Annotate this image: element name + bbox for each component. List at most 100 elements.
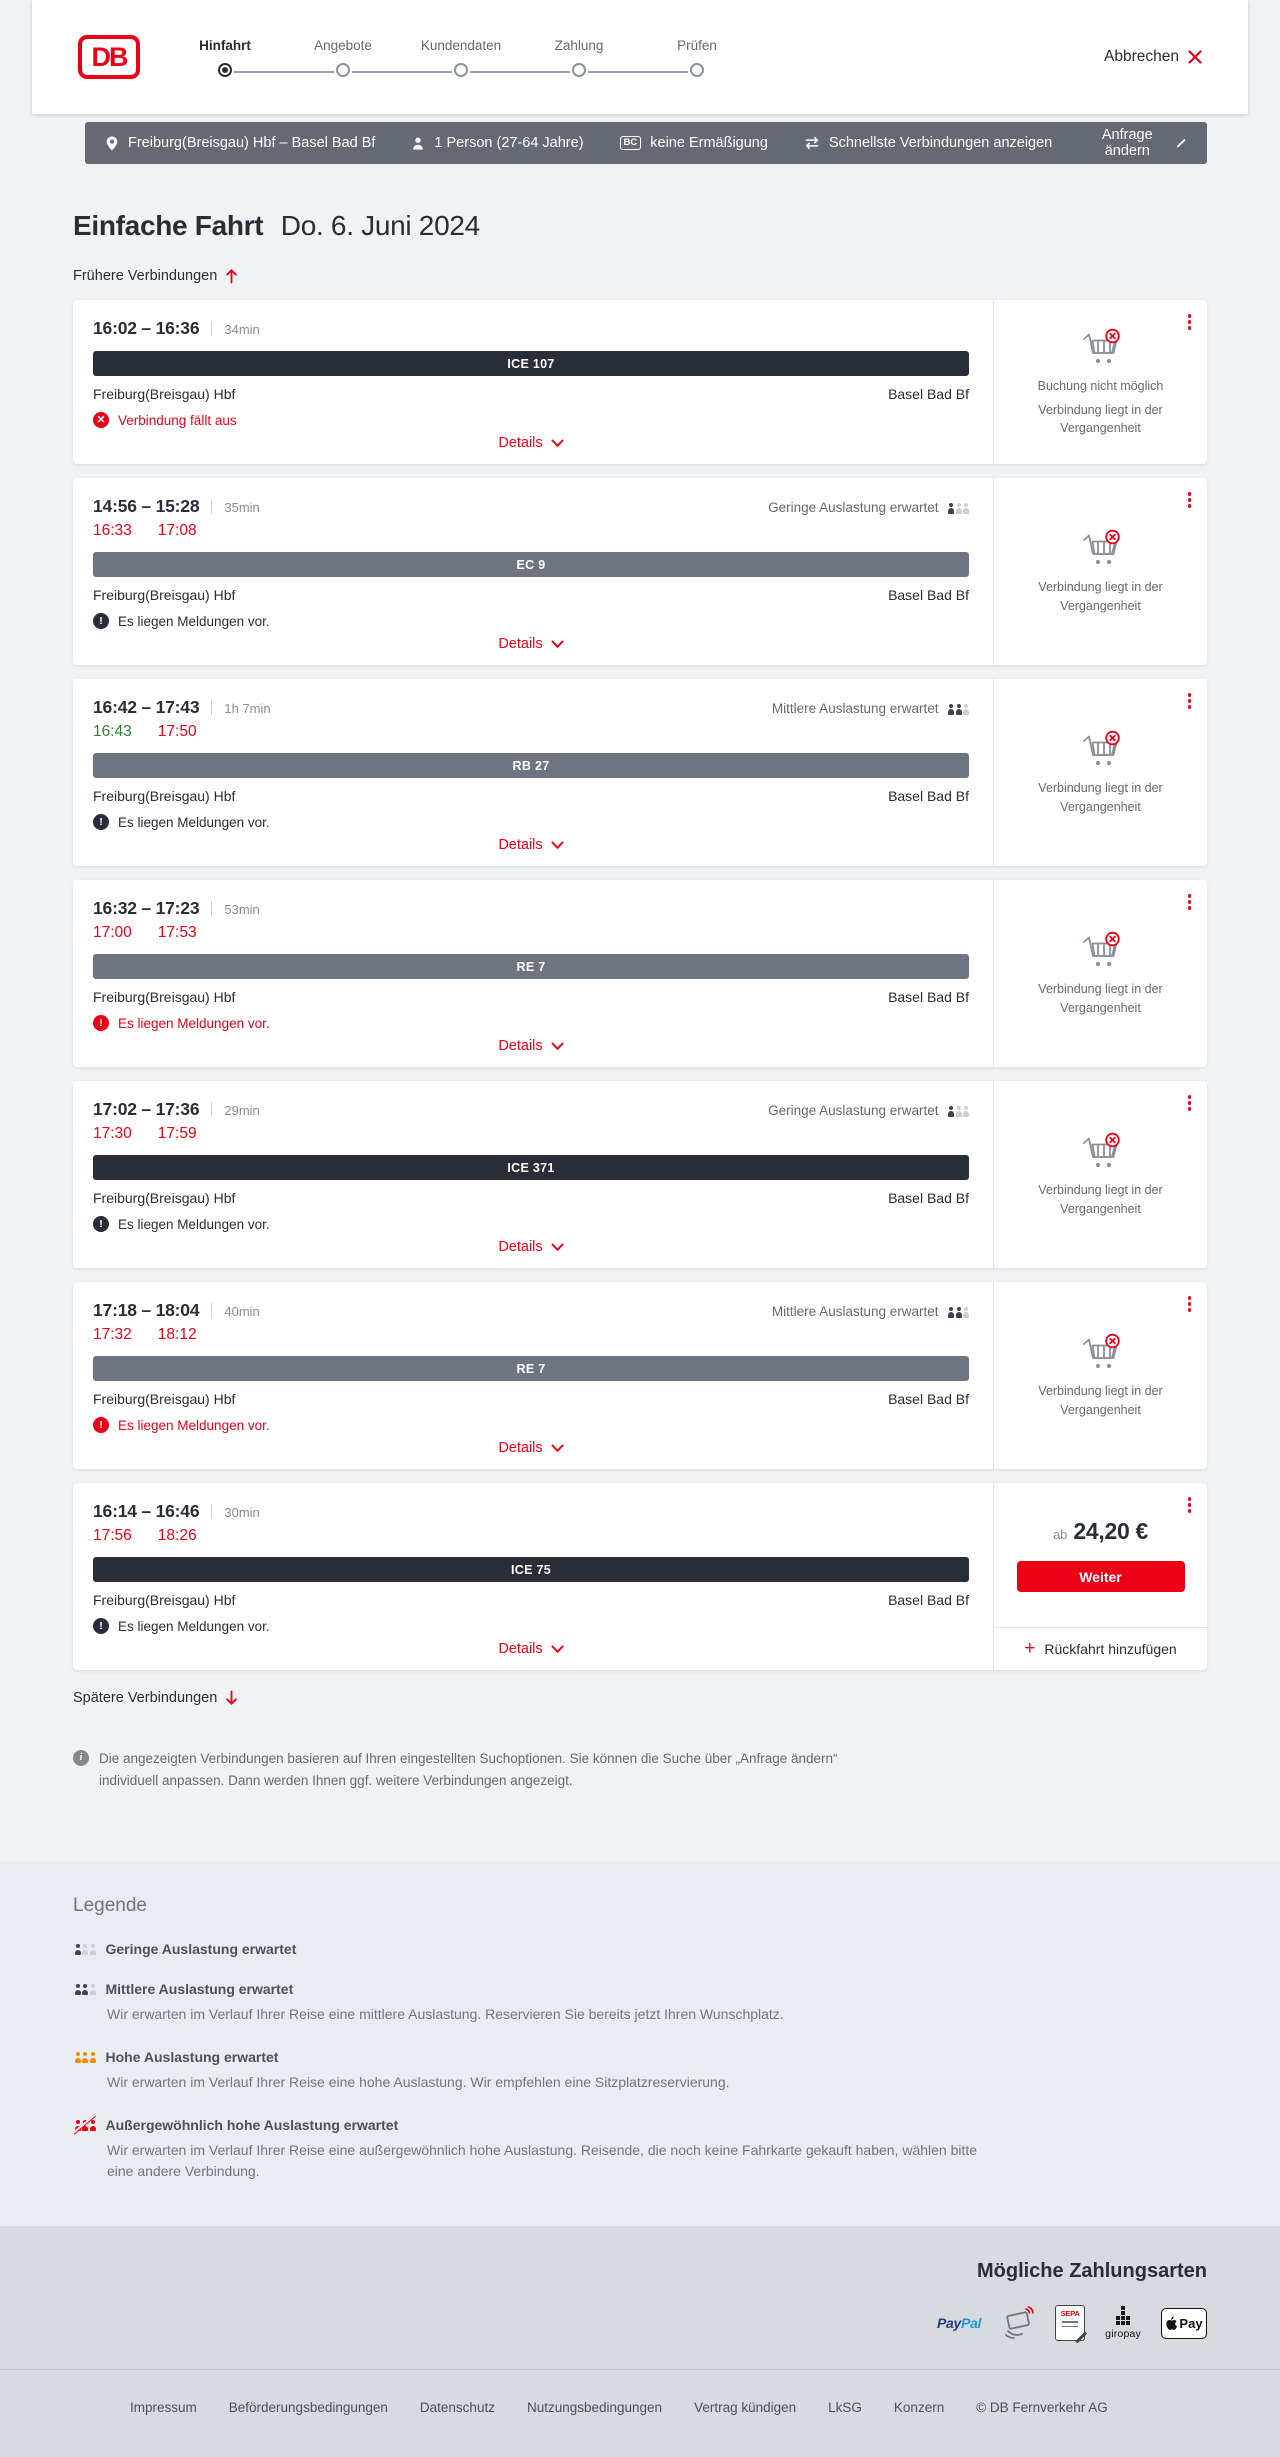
delayed-departure-time: 17:56 — [93, 1527, 132, 1544]
delayed-departure-time: 16:33 — [93, 522, 132, 539]
chevron-down-icon — [551, 1042, 564, 1050]
booking-status-line: Verbindung liegt in der Vergangenheit — [1038, 982, 1163, 1015]
booking-status-line: Verbindung liegt in der Vergangenheit — [1038, 402, 1163, 436]
details-button[interactable]: Details — [498, 1239, 564, 1255]
summary-route: Freiburg(Breisgau) Hbf – Basel Bad Bf — [105, 135, 375, 152]
details-button[interactable]: Details — [498, 1038, 564, 1054]
delayed-times: 17:30 17:59 — [93, 1125, 969, 1143]
train-label: RE 7 — [93, 954, 969, 979]
footer-link[interactable]: Nutzungsbedingungen — [526, 2400, 663, 2416]
occupancy-icon — [73, 1983, 96, 1996]
person-icon — [413, 137, 424, 150]
footer-link[interactable]: Beförderungsbedingungen — [228, 2400, 388, 2416]
arrival-station: Basel Bad Bf — [888, 1190, 969, 1206]
step-circle-icon — [218, 62, 232, 77]
occupancy-label: Mittlere Auslastung erwartet — [771, 1304, 939, 1319]
later-connections-link[interactable]: Spätere Verbindungen — [73, 1690, 238, 1706]
connection-card: 16:02 – 16:36 34min ICE 107 Freiburg(Bre… — [73, 300, 1207, 464]
options-menu-button[interactable] — [1184, 689, 1196, 713]
options-menu-button[interactable] — [1184, 488, 1196, 512]
alert-icon: ✕ — [93, 412, 109, 428]
connection-times: 16:14 – 16:46 — [93, 1501, 200, 1521]
progress-stepper: Hinfahrt Angebote Kundendaten Zahlung Pr… — [166, 38, 756, 77]
occupancy-label: Mittlere Auslastung erwartet — [771, 701, 939, 716]
booking-status-line: Verbindung liegt in der Vergangenheit — [1038, 1384, 1163, 1417]
chevron-down-icon — [551, 1645, 564, 1653]
edit-request-button[interactable]: Anfrage ändern — [1088, 127, 1187, 159]
step-prüfen[interactable]: Prüfen — [588, 37, 756, 77]
chevron-down-icon — [551, 1444, 564, 1452]
cart-unavailable-icon — [1082, 1133, 1120, 1168]
step-label: Prüfen — [677, 37, 717, 53]
delayed-times: 17:56 18:26 — [93, 1527, 969, 1545]
swap-arrows-icon — [805, 136, 819, 150]
legend-description: Wir erwarten im Verlauf Ihrer Reise eine… — [107, 2006, 784, 2023]
connection-times: 16:42 – 17:43 — [93, 697, 200, 717]
db-logo[interactable]: DB — [78, 35, 140, 79]
options-menu-button[interactable] — [1184, 890, 1196, 914]
payment-section: Mögliche Zahlungsarten PayPal — [0, 2226, 1280, 2370]
message-text: Es liegen Meldungen vor. — [118, 1417, 270, 1433]
footer-link[interactable]: Vertrag kündigen — [694, 2400, 797, 2416]
details-button[interactable]: Details — [498, 636, 564, 652]
earlier-connections-link[interactable]: Frühere Verbindungen — [73, 268, 238, 284]
delayed-departure-time: 16:43 — [93, 723, 132, 740]
connection-card: 14:56 – 15:28 35min Geringe Auslastung e… — [73, 478, 1207, 665]
cancel-button[interactable]: Abbrechen — [1104, 48, 1202, 66]
details-button[interactable]: Details — [498, 1641, 564, 1657]
arrival-station: Basel Bad Bf — [888, 989, 969, 1005]
booking-status-line: Verbindung liegt in der Vergangenheit — [1038, 1183, 1163, 1216]
footer-link[interactable]: Konzern — [893, 2400, 945, 2416]
booking-panel: ab 24,20 € Weiter + Rückfahrt hinzufügen — [993, 1483, 1207, 1670]
options-menu-button[interactable] — [1184, 310, 1196, 334]
credit-card-icon — [1001, 2305, 1035, 2341]
legend-description: Wir erwarten im Verlauf Ihrer Reise eine… — [107, 2142, 978, 2180]
step-zahlung[interactable]: Zahlung — [470, 38, 638, 77]
departure-station: Freiburg(Breisgau) Hbf — [93, 386, 236, 402]
pencil-icon — [1177, 138, 1186, 148]
footer-link[interactable]: Impressum — [130, 2400, 197, 2416]
search-options-note: i Die angezeigten Verbindungen basieren … — [73, 1748, 888, 1861]
options-menu-button[interactable] — [1184, 1091, 1196, 1115]
cancel-label: Abbrechen — [1104, 48, 1179, 65]
booking-panel: Verbindung liegt in der Vergangenheit — [993, 679, 1207, 866]
step-kundendaten[interactable]: Kundendaten — [352, 38, 520, 77]
step-angebote[interactable]: Angebote — [234, 38, 402, 77]
continue-button[interactable]: Weiter — [1016, 1561, 1185, 1592]
cart-unavailable-icon — [1082, 530, 1120, 565]
legend-item: Mittlere Auslastung erwartet Wir erwarte… — [73, 1981, 1207, 2025]
delayed-arrival-time: 17:59 — [157, 1125, 197, 1142]
booking-status: Buchung nicht möglich Verbindung liegt in… — [1010, 371, 1191, 437]
chevron-down-icon — [551, 640, 564, 648]
booking-status-line: Verbindung liegt in der Vergangenheit — [1038, 580, 1163, 613]
booking-status-line: Buchung nicht möglich — [1037, 378, 1164, 393]
arrival-station: Basel Bad Bf — [888, 1592, 969, 1608]
details-button[interactable]: Details — [498, 837, 564, 853]
occupancy-icon — [73, 2051, 96, 2064]
alert-icon: ! — [93, 1015, 109, 1031]
delayed-departure-time: 17:32 — [93, 1326, 132, 1343]
legend-item: Geringe Auslastung erwartet — [73, 1941, 1207, 1957]
footer-links: Impressum Beförderungsbedingungen Datensch… — [73, 2400, 1207, 2415]
delayed-times: 16:33 17:08 — [93, 522, 969, 540]
message-text: Es liegen Meldungen vor. — [118, 613, 270, 629]
footer-link[interactable]: Datenschutz — [419, 2400, 495, 2416]
departure-station: Freiburg(Breisgau) Hbf — [93, 788, 236, 804]
divider — [211, 321, 213, 336]
details-button[interactable]: Details — [498, 435, 564, 451]
alert-icon: ! — [93, 1618, 109, 1634]
connection-duration: 30min — [224, 1505, 260, 1520]
delayed-times: 17:32 18:12 — [93, 1326, 969, 1344]
details-button[interactable]: Details — [498, 1440, 564, 1456]
arrow-down-icon — [226, 1690, 238, 1705]
footer: Impressum Beförderungsbedingungen Datensch… — [0, 2369, 1280, 2457]
options-menu-button[interactable] — [1184, 1493, 1196, 1517]
delayed-arrival-time: 17:50 — [157, 723, 197, 740]
footer-link[interactable]: LkSG — [828, 2400, 862, 2416]
info-icon: i — [73, 1750, 89, 1766]
departure-station: Freiburg(Breisgau) Hbf — [93, 989, 236, 1005]
occupancy-indicator: Mittlere Auslastung erwartet — [772, 1304, 969, 1319]
options-menu-button[interactable] — [1184, 1292, 1196, 1316]
add-return-button[interactable]: + Rückfahrt hinzufügen — [1024, 1638, 1177, 1659]
step-hinfahrt[interactable]: Hinfahrt — [166, 38, 284, 77]
